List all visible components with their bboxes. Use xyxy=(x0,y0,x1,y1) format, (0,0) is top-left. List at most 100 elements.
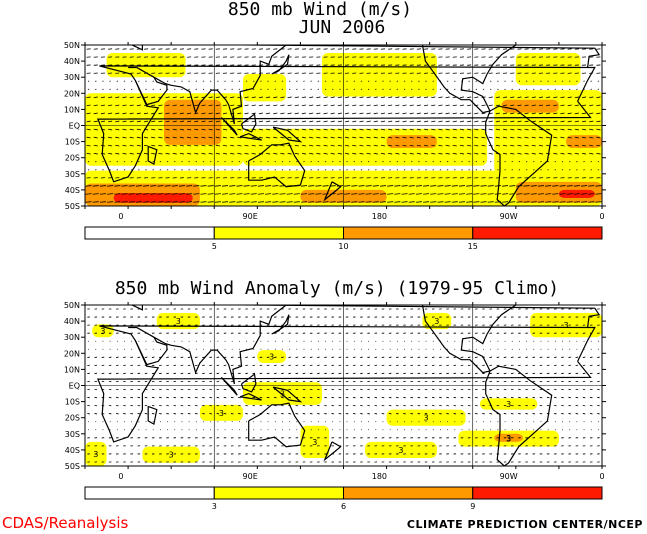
wind-vector xyxy=(309,104,314,107)
xtick-label: 0 xyxy=(118,212,123,221)
wind-vector xyxy=(237,112,242,115)
wind-vector xyxy=(360,396,363,399)
wind-vector xyxy=(99,193,106,195)
wind-vector xyxy=(245,413,248,415)
wind-vector xyxy=(92,193,99,195)
wind-vector xyxy=(367,372,370,375)
wind-vector xyxy=(402,96,407,99)
wind-vector xyxy=(538,96,544,99)
wind-vector xyxy=(128,201,135,203)
wind-vector xyxy=(431,120,436,123)
wind-vector xyxy=(309,128,314,131)
wind-vector xyxy=(553,96,558,99)
wind-vector xyxy=(85,185,92,187)
wind-vector xyxy=(394,201,401,203)
wind-vector xyxy=(295,356,299,358)
shaded-region-1 xyxy=(515,53,581,86)
wind-vector xyxy=(93,144,98,147)
wind-vector xyxy=(344,193,351,195)
wind-vector xyxy=(388,404,392,407)
wind-vector xyxy=(589,128,594,131)
wind-vector xyxy=(129,96,134,99)
wind-vector xyxy=(202,413,205,415)
contour-label: 3 xyxy=(176,317,181,326)
wind-vector xyxy=(259,372,263,375)
wind-vector xyxy=(143,152,149,155)
wind-vector xyxy=(179,136,185,139)
wind-vector xyxy=(237,144,242,147)
wind-vector xyxy=(517,144,522,147)
wind-vector xyxy=(142,201,150,203)
wind-vector xyxy=(194,152,199,155)
wind-vector xyxy=(388,380,392,383)
wind-vector xyxy=(215,136,220,139)
wind-vector xyxy=(417,364,421,367)
wind-vector xyxy=(482,364,485,367)
wind-vector xyxy=(538,112,544,115)
wind-vector xyxy=(395,128,400,131)
wind-vector xyxy=(402,120,407,123)
wind-vector xyxy=(266,396,270,399)
wind-vector xyxy=(482,404,485,407)
wind-vector xyxy=(345,413,349,415)
wind-vector xyxy=(130,364,134,367)
wind-vector xyxy=(424,388,428,391)
coastline xyxy=(134,76,168,106)
wind-vector xyxy=(165,120,170,123)
wind-vector xyxy=(345,136,350,139)
wind-vector xyxy=(510,356,514,358)
wind-vector xyxy=(215,128,220,131)
wind-vector xyxy=(151,356,155,358)
wind-vector xyxy=(518,380,521,383)
wind-vector xyxy=(416,128,421,131)
wind-vector xyxy=(288,380,291,383)
wind-vector xyxy=(209,356,212,358)
wind-vector xyxy=(324,356,327,358)
wind-vector xyxy=(352,404,356,407)
wind-vector xyxy=(409,120,414,123)
ytick-label: 40N xyxy=(64,57,80,66)
wind-vector xyxy=(567,152,572,155)
ytick-label: 30N xyxy=(64,333,80,342)
wind-vector xyxy=(359,112,364,115)
wind-vector xyxy=(317,396,320,399)
wind-vector xyxy=(496,356,500,358)
wind-vector xyxy=(336,193,343,195)
xtick-label: 0 xyxy=(599,212,604,221)
wind-vector xyxy=(581,104,587,107)
wind-vector xyxy=(330,128,335,131)
wind-vector xyxy=(129,136,134,139)
wind-vector xyxy=(458,201,466,203)
wind-vector xyxy=(445,104,450,107)
wind-vector xyxy=(524,144,529,147)
wind-vector xyxy=(178,193,185,195)
wind-vector xyxy=(295,364,299,367)
wind-vector xyxy=(503,388,507,391)
wind-vector xyxy=(186,193,193,195)
wind-vector xyxy=(115,136,120,139)
wind-vector xyxy=(194,112,199,115)
wind-vector xyxy=(301,104,307,107)
wind-vector xyxy=(130,396,134,399)
wind-vector xyxy=(172,104,177,107)
wind-vector xyxy=(287,152,292,155)
wind-vector xyxy=(358,193,365,195)
colorbar-segment xyxy=(84,226,215,240)
wind-vector xyxy=(380,144,386,147)
wind-vector xyxy=(510,128,515,131)
wind-vector xyxy=(101,380,105,383)
contour-label: 3 xyxy=(100,327,105,336)
wind-vector xyxy=(179,104,185,107)
wind-vector xyxy=(410,364,414,367)
wind-vector xyxy=(380,136,386,139)
wind-vector xyxy=(187,112,192,115)
wind-vector xyxy=(216,404,220,407)
wind-vector xyxy=(552,201,559,203)
wind-vector xyxy=(86,136,91,139)
wind-vector xyxy=(367,396,370,399)
wind-vector xyxy=(317,388,320,391)
wind-vector xyxy=(338,396,342,399)
wind-vector xyxy=(410,404,414,407)
wind-vector xyxy=(525,372,528,375)
wind-vector xyxy=(345,388,349,391)
